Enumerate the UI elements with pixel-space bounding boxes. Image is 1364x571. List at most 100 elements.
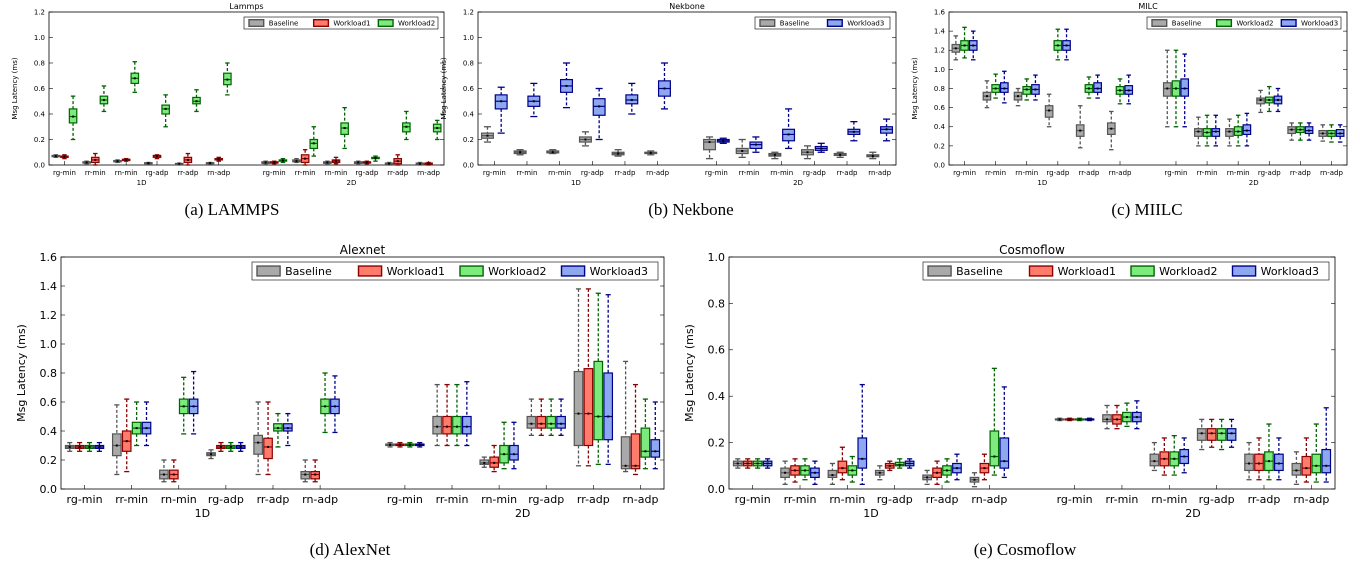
y-tick-label: 0.0 (934, 161, 945, 169)
box-baseline (384, 161, 394, 166)
legend-label: Workload3 (590, 265, 648, 278)
box-body (640, 427, 651, 458)
y-tick-label: 1.6 (40, 251, 58, 264)
mean-marker (708, 141, 711, 144)
box-baseline (479, 456, 490, 468)
box-baseline (644, 150, 658, 156)
y-tick-label: 0.6 (708, 344, 726, 357)
group-label: 2D (1185, 507, 1200, 520)
x-tick-label: rn-adp (207, 169, 230, 177)
x-tick-label: rn-min (325, 169, 348, 177)
mean-marker (1173, 457, 1176, 460)
y-tick-label: 1.4 (40, 280, 58, 293)
box-baseline (874, 465, 885, 481)
mean-marker (314, 473, 317, 476)
box-workload3 (625, 82, 639, 115)
y-tick-label: 0.4 (934, 123, 946, 131)
mean-marker (1048, 109, 1051, 112)
mean-marker (741, 149, 744, 152)
box-baseline (1075, 105, 1085, 149)
mean-marker (500, 100, 503, 103)
box-workload2 (192, 89, 201, 113)
mean-marker (88, 445, 91, 448)
box-workload2 (1074, 417, 1085, 422)
box-workload2 (225, 441, 236, 452)
legend-swatch (459, 265, 484, 277)
legend-label: Baseline (956, 265, 1003, 278)
mean-marker (1056, 44, 1059, 47)
box-body (857, 437, 868, 469)
mean-marker (178, 162, 181, 165)
mean-marker (1166, 87, 1169, 90)
mean-marker (486, 134, 489, 137)
x-tick-label: rg-min (705, 169, 728, 177)
box-workload3 (1180, 53, 1190, 128)
legend-label: Workload2 (488, 265, 546, 278)
box-workload2 (1264, 85, 1274, 113)
box-baseline (415, 161, 425, 166)
mean-marker (861, 457, 864, 460)
box-workload3 (749, 136, 763, 153)
box-workload2 (847, 455, 858, 483)
box-baseline (253, 401, 264, 476)
box-workload2 (640, 398, 651, 470)
box-workload2 (1216, 418, 1227, 451)
mean-marker (162, 473, 165, 476)
mean-marker (304, 473, 307, 476)
mean-marker (465, 425, 468, 428)
y-tick-label: 0.0 (34, 161, 45, 169)
mean-marker (334, 160, 337, 163)
box-workload2 (894, 458, 905, 469)
box-body (1321, 448, 1332, 474)
box-body (1149, 453, 1160, 467)
box-workload1 (263, 401, 273, 476)
caption-lammps: (a) LAMMPS (185, 200, 280, 219)
legend-label: Workload3 (1301, 20, 1338, 28)
mean-marker (398, 443, 401, 446)
mean-marker (954, 47, 957, 50)
mean-marker (54, 155, 57, 158)
mean-marker (784, 471, 787, 474)
x-tick-label: rg-min (67, 493, 103, 506)
mean-marker (1197, 130, 1200, 133)
mean-marker (436, 425, 439, 428)
mean-marker (98, 445, 101, 448)
box-workload2 (991, 73, 1000, 99)
box-baseline (1318, 124, 1328, 142)
box-workload3 (330, 375, 340, 434)
x-tick-label: rr-adp (1078, 169, 1099, 177)
mean-marker (577, 412, 580, 415)
mean-marker (565, 84, 568, 87)
mean-marker (644, 450, 647, 453)
box-workload3 (762, 458, 773, 469)
legend-swatch (1231, 265, 1257, 277)
box-baseline (703, 136, 717, 160)
box-body (1196, 428, 1207, 441)
x-tick-label: rn-min (1015, 169, 1038, 177)
box-workload1 (742, 458, 753, 469)
box-workload3 (414, 441, 425, 448)
box-workload2 (371, 155, 380, 162)
mean-marker (839, 153, 842, 156)
mean-marker (794, 469, 797, 472)
x-tick-label: rg-adp (877, 493, 913, 506)
box-baseline (546, 149, 560, 155)
x-tick-label: rg-min (387, 493, 423, 506)
box-workload3 (1124, 74, 1134, 105)
mean-marker (851, 469, 854, 472)
caption-nekbone: (b) Nekbone (648, 200, 733, 219)
mean-marker (145, 427, 148, 430)
x-tick-label: rn-adp (1320, 169, 1343, 177)
box-workload3 (1304, 122, 1314, 141)
box-workload2 (1169, 434, 1180, 476)
box-workload3 (1062, 28, 1071, 61)
legend-swatch (1130, 265, 1155, 277)
box-workload1 (362, 160, 372, 165)
y-tick-label: 0.0 (708, 483, 726, 496)
mean-marker (936, 471, 939, 474)
mean-marker (1276, 98, 1279, 101)
box-workload2 (99, 85, 109, 113)
mean-marker (68, 445, 71, 448)
mean-marker (94, 158, 97, 161)
